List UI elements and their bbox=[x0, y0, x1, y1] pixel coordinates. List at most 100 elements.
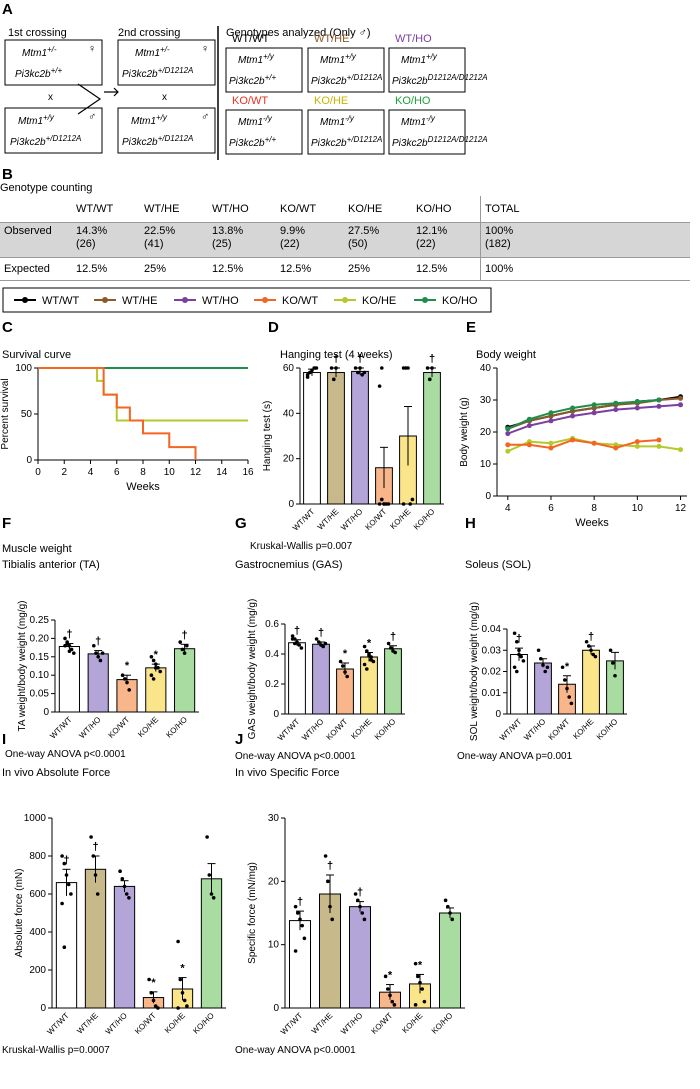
legend-marker bbox=[182, 297, 188, 303]
x-tick-label: WT/HE bbox=[316, 507, 341, 532]
data-point bbox=[377, 384, 382, 388]
data-point bbox=[548, 410, 554, 416]
chart-title: Hanging test (4 weeks) bbox=[280, 349, 393, 361]
x-tick-label: 12 bbox=[675, 503, 687, 514]
y-tick-label: 50 bbox=[21, 409, 33, 420]
data-point bbox=[151, 677, 156, 681]
chart-title: Body weight bbox=[476, 349, 536, 361]
data-point bbox=[302, 936, 307, 941]
data-point bbox=[176, 1006, 180, 1010]
data-point bbox=[367, 653, 371, 658]
data-point bbox=[388, 993, 392, 998]
data-point bbox=[386, 987, 390, 991]
y-tick-label: 0 bbox=[40, 1003, 46, 1014]
cross2-x: x bbox=[162, 92, 167, 103]
y-tick-label: 200 bbox=[29, 965, 46, 976]
data-point bbox=[310, 368, 314, 373]
stat-footnote: One-way ANOVA p=0.001 bbox=[457, 751, 573, 762]
data-point bbox=[505, 442, 511, 448]
data-point bbox=[62, 945, 67, 949]
y-tick-label: 0.2 bbox=[265, 679, 279, 690]
data-point bbox=[154, 662, 158, 666]
series-line bbox=[38, 367, 248, 422]
data-point bbox=[613, 400, 619, 406]
data-point bbox=[334, 366, 338, 370]
data-point bbox=[565, 686, 569, 691]
bar bbox=[360, 656, 378, 715]
genotype-pi3: Pi3kc2b+/D1212A bbox=[311, 135, 382, 149]
y-tick-label: 1000 bbox=[24, 813, 47, 824]
series-line bbox=[507, 438, 660, 450]
bar bbox=[510, 654, 528, 715]
x-tick-label: 6 bbox=[114, 467, 120, 478]
legend-marker bbox=[342, 297, 348, 303]
data-point bbox=[526, 442, 532, 448]
allele: +/D1212A bbox=[347, 73, 383, 82]
stat-footnote: Kruskal-Wallis p=0.007 bbox=[250, 541, 353, 552]
series-line bbox=[507, 397, 681, 430]
data-point bbox=[295, 640, 299, 644]
data-point bbox=[293, 904, 298, 909]
x-tick-label: WT/WT bbox=[276, 717, 302, 743]
data-point bbox=[570, 413, 576, 419]
data-point bbox=[314, 637, 319, 641]
chart-title: In vivo Absolute Force bbox=[2, 767, 110, 779]
data-point bbox=[517, 648, 521, 653]
data-point bbox=[543, 669, 547, 674]
y-tick-label: 0 bbox=[43, 707, 49, 718]
cross2-male-mtm1: Mtm1+/y bbox=[131, 113, 168, 127]
data-point bbox=[329, 366, 334, 370]
data-point bbox=[634, 405, 640, 411]
x-tick-label: WT/HO bbox=[339, 1011, 364, 1036]
y-tick-label: 20 bbox=[268, 876, 280, 887]
data-point bbox=[154, 666, 158, 670]
y-tick-label: 0.02 bbox=[482, 667, 502, 678]
series-line bbox=[507, 437, 681, 453]
genotype-mtm1: Mtm1+/y bbox=[238, 52, 275, 66]
allele: -/y bbox=[345, 114, 355, 123]
data-point bbox=[312, 366, 317, 370]
data-point bbox=[512, 631, 517, 636]
data-point bbox=[353, 892, 358, 896]
data-point bbox=[548, 413, 554, 419]
y-tick-label: 0.03 bbox=[482, 645, 502, 656]
data-point bbox=[656, 397, 662, 403]
data-point bbox=[678, 395, 684, 401]
legend-label: WT/HO bbox=[202, 295, 239, 307]
x-tick-label: KO/HE bbox=[163, 1011, 187, 1035]
genotype-mtm1: Mtm1+/y bbox=[401, 52, 438, 66]
data-point bbox=[321, 644, 326, 649]
x-tick-label: WT/WT bbox=[291, 507, 317, 533]
data-point bbox=[185, 643, 189, 648]
data-point bbox=[323, 854, 328, 858]
data-point bbox=[151, 998, 156, 1003]
panel-a-letter: A bbox=[2, 1, 13, 18]
x-tick-label: KO/HE bbox=[400, 1011, 424, 1035]
bar bbox=[87, 653, 109, 713]
data-point bbox=[365, 667, 369, 671]
first-crossing-label: 1st crossing bbox=[8, 27, 67, 39]
col-header: WT/HO bbox=[212, 202, 249, 215]
x-tick-label: WT/HO bbox=[300, 717, 325, 742]
genotype-mtm1: Mtm1-/y bbox=[320, 114, 355, 128]
x-tick-label: WT/WT bbox=[498, 717, 524, 743]
data-point bbox=[634, 443, 640, 449]
significance-mark: * bbox=[180, 963, 185, 975]
data-point bbox=[443, 898, 448, 903]
data-point bbox=[205, 835, 209, 839]
data-point bbox=[548, 445, 554, 451]
data-point bbox=[180, 991, 185, 995]
data-point bbox=[328, 904, 332, 909]
allele: +/y bbox=[263, 52, 275, 61]
x-tick-label: KO/HO bbox=[373, 717, 398, 742]
x-axis-label: Weeks bbox=[126, 481, 160, 493]
data-point bbox=[317, 640, 321, 644]
data-point bbox=[67, 643, 72, 648]
data-point bbox=[149, 655, 154, 659]
data-point bbox=[570, 408, 576, 414]
data-point bbox=[505, 424, 511, 430]
chart-D: 0 20 40 60 Hanging test (s) WT/WT † WT/HE † WT/HO… bbox=[262, 353, 444, 533]
genotype-mtm1: Mtm1-/y bbox=[238, 114, 273, 128]
y-tick-label: 40 bbox=[480, 363, 492, 374]
significance-mark: † bbox=[429, 353, 435, 365]
